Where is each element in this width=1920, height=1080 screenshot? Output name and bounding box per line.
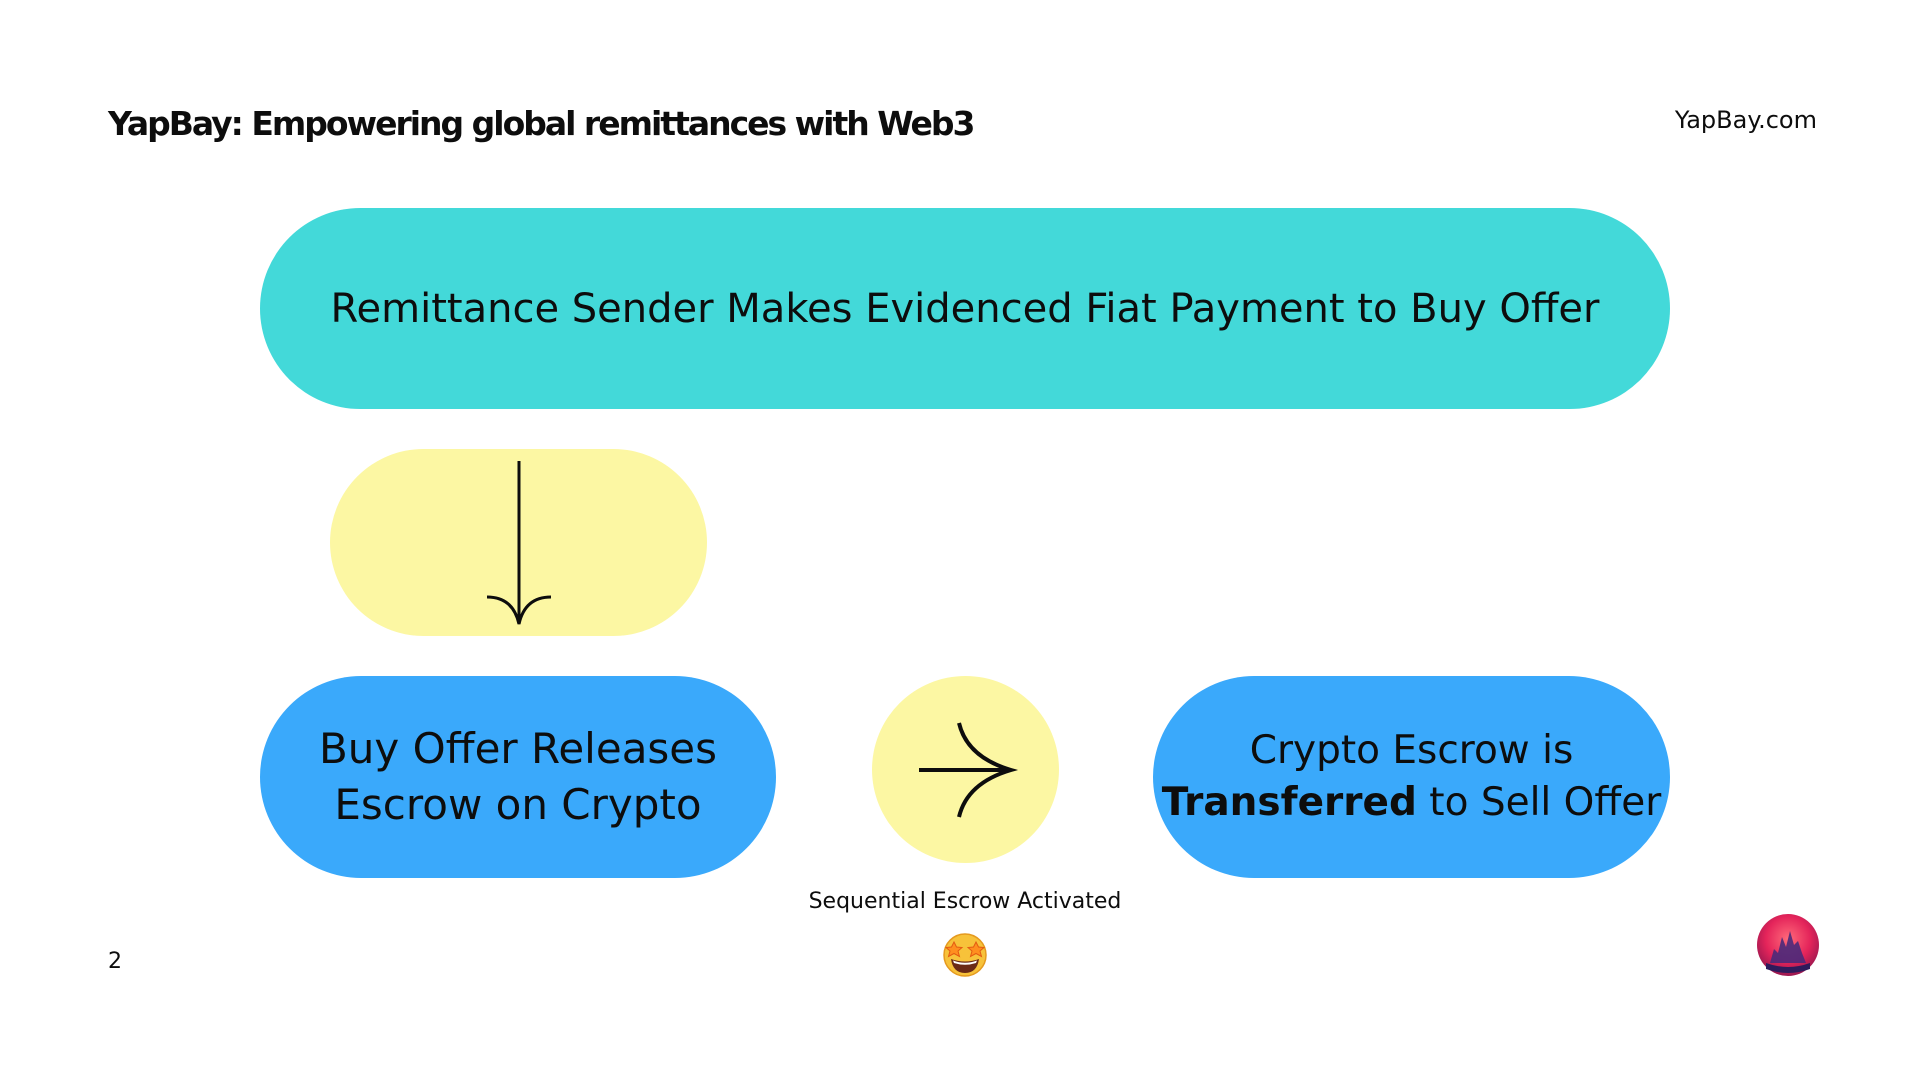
step-release-escrow-line1: Buy Offer Releases: [318, 724, 718, 773]
step-transfer-escrow-line2: Transferred to Sell Offer: [1162, 777, 1661, 829]
page-number: 2: [108, 949, 122, 974]
step-transfer-escrow-line1: Crypto Escrow is: [1249, 728, 1574, 773]
step-release-escrow: Buy Offer Releases Escrow on Crypto: [260, 676, 776, 878]
slide-title: YapBay: Empowering global remittances wi…: [108, 104, 975, 143]
step-fiat-payment-label: Remittance Sender Makes Evidenced Fiat P…: [330, 285, 1600, 332]
down-arrow-connector: [330, 449, 707, 636]
step-transfer-escrow-rest: to Sell Offer: [1416, 780, 1662, 825]
step-release-escrow-line2: Escrow on Crypto: [334, 780, 702, 829]
sequential-escrow-caption: Sequential Escrow Activated: [808, 889, 1122, 914]
right-arrow-connector: [872, 676, 1059, 863]
transferred-emphasis: Transferred: [1161, 780, 1417, 825]
site-url: YapBay.com: [1674, 106, 1817, 134]
arrow-down-icon: [486, 461, 551, 625]
step-fiat-payment: Remittance Sender Makes Evidenced Fiat P…: [260, 208, 1670, 409]
arrow-right-icon: [918, 721, 1018, 818]
yapbay-logo-icon: [1757, 914, 1819, 976]
step-transfer-escrow: Crypto Escrow is Transferred to Sell Off…: [1153, 676, 1670, 878]
star-struck-emoji-icon: [943, 933, 987, 977]
